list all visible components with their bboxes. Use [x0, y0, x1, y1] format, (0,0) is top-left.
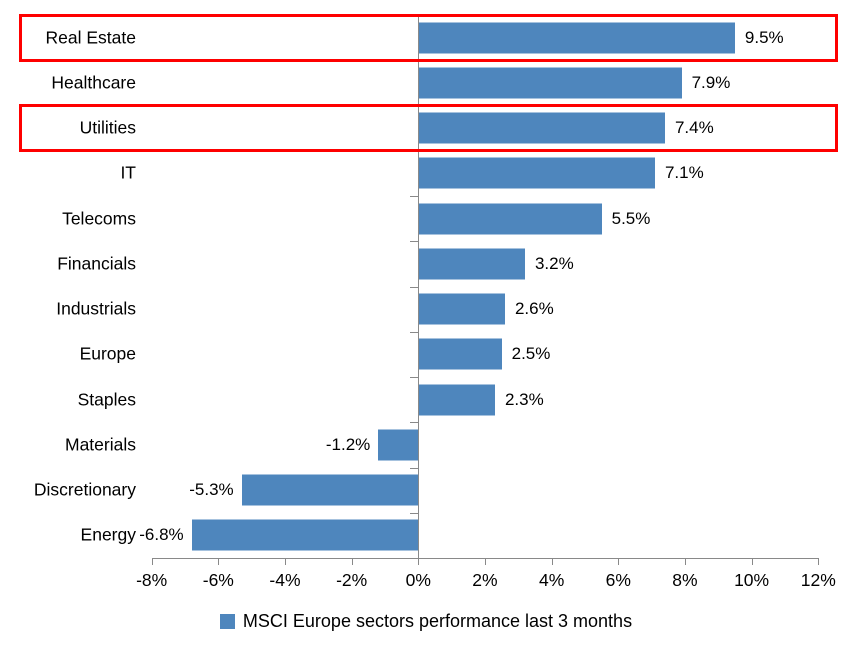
bar [418, 112, 665, 144]
category-axis-tick [410, 512, 419, 514]
bar [378, 429, 419, 461]
bar [418, 67, 682, 99]
value-axis-tick [218, 558, 220, 565]
bar [418, 203, 602, 235]
value-axis-tick [818, 558, 820, 565]
legend-swatch-icon [219, 614, 235, 629]
category-label: Utilities [79, 117, 136, 138]
category-axis-tick [410, 105, 419, 107]
value-label: -6.8% [139, 525, 184, 545]
value-label: 5.5% [611, 208, 651, 228]
category-axis-tick [410, 241, 419, 243]
bar [418, 384, 495, 416]
value-axis-tick-label: 2% [472, 570, 498, 590]
value-axis-tick-label: 4% [538, 570, 565, 590]
value-axis-tick [284, 558, 286, 565]
bar [241, 474, 419, 506]
value-label: 2.3% [504, 389, 544, 409]
value-axis-tick [618, 558, 620, 565]
value-axis-tick [751, 558, 753, 565]
value-axis-tick-label: 12% [800, 570, 836, 590]
value-axis-tick [684, 558, 686, 565]
value-label: 7.1% [664, 163, 704, 183]
value-axis-tick-label: -8% [136, 570, 168, 590]
category-label: Materials [65, 434, 136, 455]
category-axis-tick [410, 196, 419, 197]
category-axis-tick [410, 422, 419, 424]
category-label: Healthcare [51, 72, 136, 93]
category-label: Industrials [56, 298, 136, 319]
value-label: 7.4% [674, 118, 714, 138]
category-axis-tick [410, 331, 419, 333]
value-label: 3.2% [534, 253, 574, 273]
category-axis-tick [410, 60, 419, 62]
value-axis-tick-label: 0% [405, 570, 431, 590]
category-axis-tick [410, 15, 419, 16]
chart-legend: MSCI Europe sectors performance last 3 m… [0, 611, 852, 632]
value-axis-tick [418, 558, 420, 565]
bar [418, 338, 502, 370]
bar [418, 157, 655, 189]
value-axis-tick [551, 558, 553, 565]
category-label: Telecoms [62, 208, 136, 229]
category-axis-tick [410, 286, 419, 288]
value-axis-tick [151, 558, 153, 565]
category-label: Financials [57, 253, 136, 274]
value-axis-tick-label: 6% [605, 570, 631, 590]
value-axis-tick [351, 558, 353, 565]
value-axis-tick-label: 10% [734, 570, 770, 590]
category-label: Europe [79, 343, 136, 364]
value-label: -5.3% [189, 480, 234, 500]
value-label: 9.5% [744, 27, 784, 47]
value-label: 2.6% [514, 299, 554, 319]
category-axis-tick [410, 467, 419, 469]
bar [418, 248, 525, 280]
category-label: Real Estate [45, 27, 136, 48]
value-axis-tick-label: -6% [202, 570, 234, 590]
legend-label: MSCI Europe sectors performance last 3 m… [242, 611, 633, 631]
category-label: Energy [80, 524, 136, 545]
value-label: 7.9% [691, 72, 731, 92]
value-axis-tick-label: 8% [672, 570, 698, 590]
value-axis-tick-label: -2% [336, 570, 368, 590]
bar [418, 22, 735, 54]
category-axis-tick [410, 150, 419, 152]
value-label: 2.5% [511, 344, 551, 364]
category-label: Staples [77, 389, 136, 410]
bar [418, 293, 505, 325]
value-axis-tick-label: -4% [269, 570, 301, 590]
value-label: -1.2% [325, 434, 371, 454]
category-label: IT [120, 162, 136, 183]
category-axis-tick [410, 377, 419, 378]
category-axis-line [418, 15, 420, 558]
value-axis-tick [484, 558, 486, 565]
bar [191, 519, 419, 551]
category-label: Discretionary [33, 479, 136, 500]
